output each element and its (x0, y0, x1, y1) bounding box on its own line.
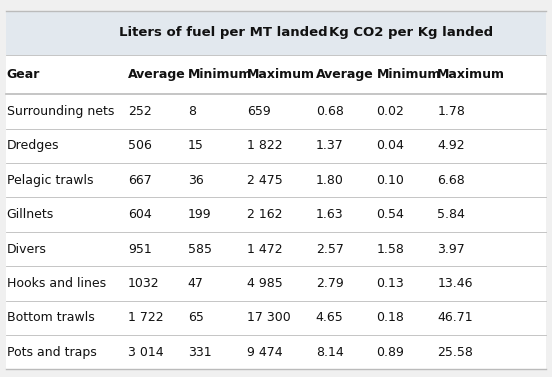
Text: Gillnets: Gillnets (7, 208, 54, 221)
Text: 0.89: 0.89 (376, 346, 404, 359)
Text: Liters of fuel per MT landed: Liters of fuel per MT landed (119, 26, 328, 40)
Text: 2.57: 2.57 (316, 242, 343, 256)
Text: 0.10: 0.10 (376, 174, 404, 187)
Text: Average: Average (316, 68, 374, 81)
Text: 1 822: 1 822 (247, 139, 283, 152)
FancyBboxPatch shape (6, 94, 546, 129)
Text: 1 722: 1 722 (128, 311, 164, 324)
Text: 1.78: 1.78 (437, 105, 465, 118)
FancyBboxPatch shape (6, 55, 546, 94)
Text: 331: 331 (188, 346, 211, 359)
Text: 199: 199 (188, 208, 211, 221)
Text: 659: 659 (247, 105, 271, 118)
Text: 8.14: 8.14 (316, 346, 343, 359)
FancyBboxPatch shape (6, 129, 546, 163)
Text: 1.63: 1.63 (316, 208, 343, 221)
Text: Pots and traps: Pots and traps (7, 346, 97, 359)
Text: Dredges: Dredges (7, 139, 59, 152)
Text: 4 985: 4 985 (247, 277, 283, 290)
Text: 65: 65 (188, 311, 204, 324)
FancyBboxPatch shape (6, 232, 546, 266)
Text: 951: 951 (128, 242, 152, 256)
Text: Gear: Gear (7, 68, 40, 81)
Text: 0.02: 0.02 (376, 105, 404, 118)
Text: 0.18: 0.18 (376, 311, 404, 324)
FancyBboxPatch shape (6, 163, 546, 198)
Text: 4.65: 4.65 (316, 311, 343, 324)
Text: 9 474: 9 474 (247, 346, 283, 359)
Text: Maximum: Maximum (247, 68, 315, 81)
Text: Hooks and lines: Hooks and lines (7, 277, 106, 290)
Text: Minimum: Minimum (376, 68, 441, 81)
Text: 1.37: 1.37 (316, 139, 343, 152)
Text: Pelagic trawls: Pelagic trawls (7, 174, 93, 187)
Text: 2 162: 2 162 (247, 208, 283, 221)
Text: 604: 604 (128, 208, 152, 221)
FancyBboxPatch shape (6, 266, 546, 301)
FancyBboxPatch shape (6, 301, 546, 335)
Text: 8: 8 (188, 105, 195, 118)
Text: Minimum: Minimum (188, 68, 252, 81)
Text: 4.92: 4.92 (437, 139, 465, 152)
Text: 1032: 1032 (128, 277, 160, 290)
Text: 252: 252 (128, 105, 152, 118)
Text: 2.79: 2.79 (316, 277, 343, 290)
Text: 667: 667 (128, 174, 152, 187)
FancyBboxPatch shape (6, 11, 546, 55)
Text: Kg CO2 per Kg landed: Kg CO2 per Kg landed (329, 26, 493, 40)
Text: 3 014: 3 014 (128, 346, 164, 359)
Text: 15: 15 (188, 139, 204, 152)
Text: Surrounding nets: Surrounding nets (7, 105, 114, 118)
FancyBboxPatch shape (6, 335, 546, 369)
Text: 1 472: 1 472 (247, 242, 283, 256)
Text: 0.04: 0.04 (376, 139, 404, 152)
Text: 2 475: 2 475 (247, 174, 283, 187)
FancyBboxPatch shape (6, 198, 546, 232)
Text: 25.58: 25.58 (437, 346, 473, 359)
Text: Divers: Divers (7, 242, 46, 256)
Text: Average: Average (128, 68, 186, 81)
Text: 17 300: 17 300 (247, 311, 291, 324)
Text: 1.80: 1.80 (316, 174, 343, 187)
Text: 6.68: 6.68 (437, 174, 465, 187)
Text: 46.71: 46.71 (437, 311, 473, 324)
Text: 5.84: 5.84 (437, 208, 465, 221)
Text: 0.13: 0.13 (376, 277, 404, 290)
Text: 3.97: 3.97 (437, 242, 465, 256)
Text: 0.54: 0.54 (376, 208, 404, 221)
Text: 1.58: 1.58 (376, 242, 404, 256)
Text: 506: 506 (128, 139, 152, 152)
Text: 0.68: 0.68 (316, 105, 343, 118)
Text: Bottom trawls: Bottom trawls (7, 311, 94, 324)
Text: 13.46: 13.46 (437, 277, 473, 290)
Text: Maximum: Maximum (437, 68, 505, 81)
Text: 585: 585 (188, 242, 211, 256)
Text: 36: 36 (188, 174, 204, 187)
Text: 47: 47 (188, 277, 204, 290)
